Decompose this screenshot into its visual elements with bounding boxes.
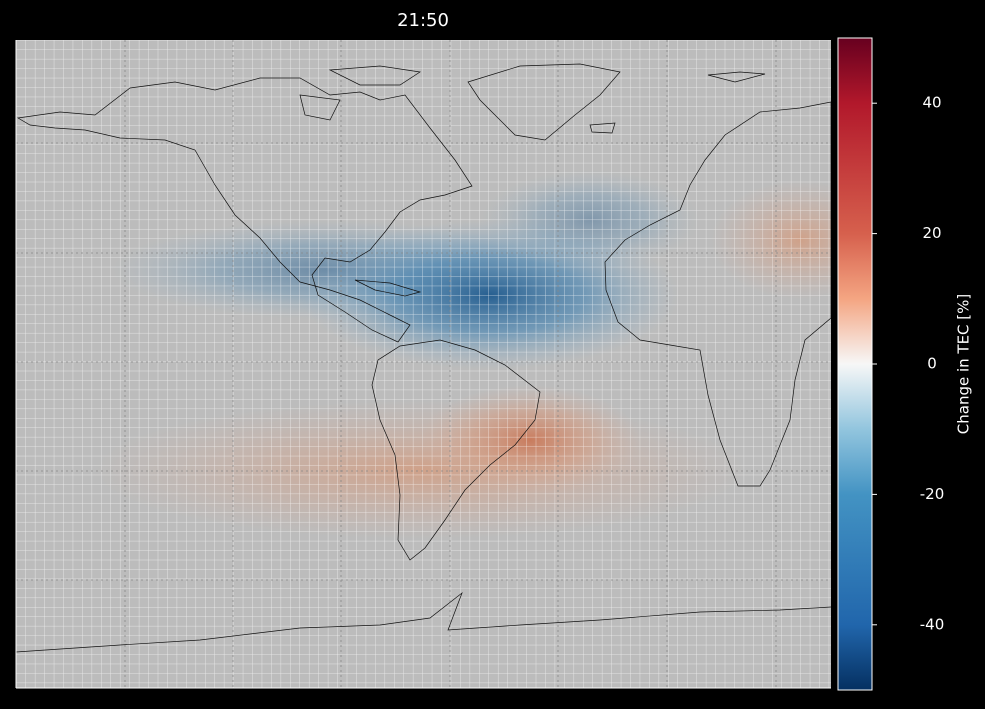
coastlines xyxy=(16,63,831,653)
colorbar-tick-label: 0 xyxy=(927,355,937,373)
fine-grid xyxy=(16,40,831,688)
colorbar-tick-label: -20 xyxy=(920,485,945,503)
map-area xyxy=(16,40,831,688)
colorbar-tick-label: 20 xyxy=(922,224,941,242)
map-title: 21:50 xyxy=(397,10,449,31)
graticule xyxy=(16,40,831,688)
colorbar-tick-label: -40 xyxy=(920,615,945,633)
colorbar-label: Change in TEC [%] xyxy=(955,294,973,434)
colorbar-tick-label: 40 xyxy=(922,94,941,112)
colorbar xyxy=(837,37,873,691)
